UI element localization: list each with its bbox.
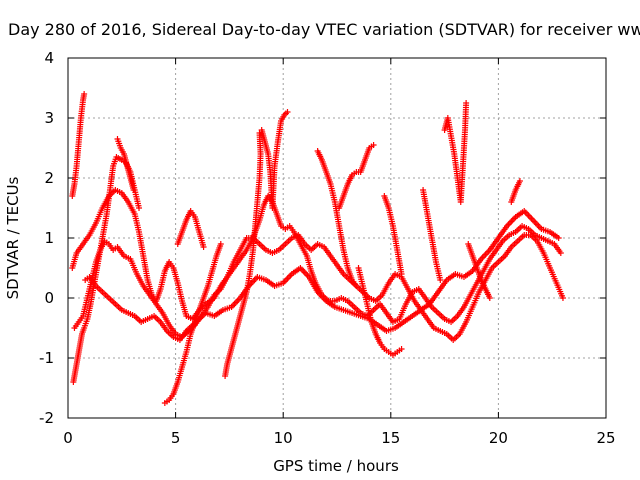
- series-8: [222, 130, 264, 379]
- x-tick-label: 10: [274, 429, 293, 447]
- x-tick-label: 20: [489, 429, 508, 447]
- series-5: [114, 136, 137, 193]
- series-13: [381, 193, 405, 277]
- y-tick-label: 1: [44, 229, 54, 247]
- data-point-plus: [130, 187, 137, 193]
- data-point-plus: [559, 295, 566, 301]
- y-tick-label: 0: [44, 289, 54, 307]
- data-point-plus: [463, 100, 470, 106]
- data-point-plus: [370, 142, 377, 148]
- chart-title: Day 280 of 2016, Sidereal Day-to-day VTE…: [8, 20, 640, 39]
- series-3: [70, 154, 143, 385]
- data-point-plus: [516, 178, 523, 184]
- data-point-plus: [437, 277, 444, 283]
- y-tick-label: 2: [44, 169, 54, 187]
- x-tick-label: 15: [381, 429, 400, 447]
- data-point-plus: [353, 283, 360, 289]
- data-point-plus: [486, 295, 493, 301]
- series-15: [441, 100, 470, 205]
- data-marks: [69, 91, 566, 406]
- series-16: [465, 241, 493, 301]
- y-tick-label: -2: [39, 409, 54, 427]
- x-axis-label: GPS time / hours: [273, 457, 399, 475]
- data-point-plus: [284, 109, 291, 115]
- data-point-plus: [557, 250, 564, 256]
- series-9: [258, 109, 291, 211]
- x-tick-label: 5: [171, 429, 181, 447]
- data-point-plus: [398, 346, 405, 352]
- x-tick-label: 25: [596, 429, 615, 447]
- data-point-plus: [81, 91, 88, 97]
- data-point-plus: [555, 235, 562, 241]
- y-tick-label: 4: [44, 49, 54, 67]
- series-4: [69, 91, 88, 199]
- series-17: [508, 178, 523, 205]
- series-14: [420, 187, 444, 283]
- x-tick-label: 0: [63, 429, 73, 447]
- series-0: [69, 187, 564, 325]
- data-point-plus: [217, 241, 224, 247]
- data-point-plus: [136, 205, 143, 211]
- series-12: [355, 265, 405, 358]
- series-10: [314, 148, 360, 289]
- series-6: [161, 241, 224, 406]
- axis-ticks: 0 5 10 15 20 25 -2 -1 0 1 2 3 4: [39, 49, 616, 447]
- grid-lines: [68, 58, 606, 418]
- data-point-plus: [398, 271, 405, 277]
- y-axis-label: SDTVAR / TECUs: [4, 176, 22, 299]
- series-7: [174, 208, 207, 250]
- y-tick-label: -1: [39, 349, 54, 367]
- y-tick-label: 3: [44, 109, 54, 127]
- series-11: [336, 142, 377, 211]
- data-point-plus: [200, 244, 207, 250]
